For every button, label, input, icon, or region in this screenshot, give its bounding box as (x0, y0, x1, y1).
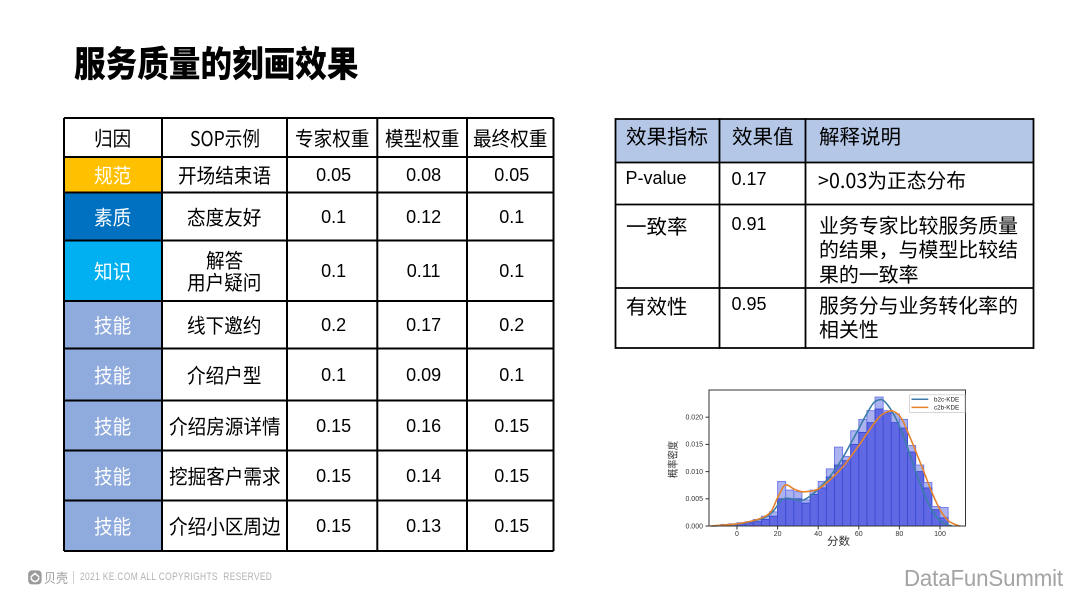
svg-text:0.000: 0.000 (685, 523, 703, 530)
svg-text:0.020: 0.020 (685, 415, 703, 422)
svg-text:20: 20 (774, 531, 782, 538)
svg-text:80: 80 (896, 531, 904, 538)
svg-text:b2c-KDE: b2c-KDE (934, 397, 959, 404)
svg-text:c2b-KDE: c2b-KDE (934, 405, 959, 412)
svg-text:0.015: 0.015 (685, 442, 703, 449)
svg-text:0: 0 (735, 531, 739, 538)
svg-text:0.005: 0.005 (685, 496, 703, 503)
svg-text:100: 100 (934, 531, 946, 538)
svg-text:60: 60 (855, 531, 863, 538)
svg-text:0.010: 0.010 (685, 469, 703, 476)
svg-text:40: 40 (814, 531, 822, 538)
